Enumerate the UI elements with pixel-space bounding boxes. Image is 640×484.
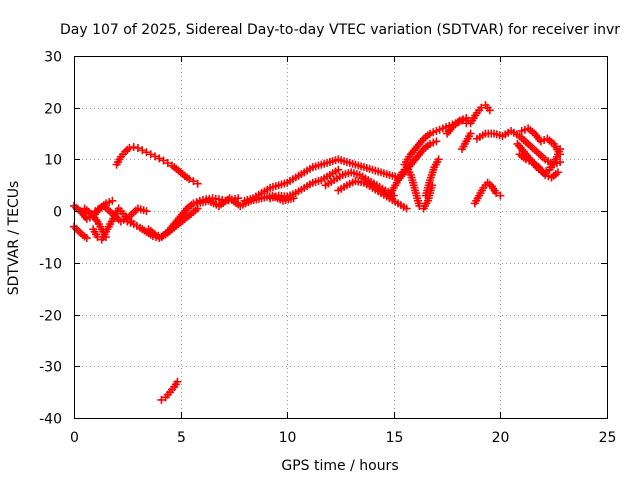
- x-tick-label: 20: [492, 430, 510, 446]
- x-axis-label: GPS time / hours: [281, 458, 398, 474]
- data-point: [82, 234, 91, 243]
- data-marks: [70, 101, 565, 404]
- data-point: [108, 196, 117, 205]
- x-tick-label: 15: [386, 430, 404, 446]
- x-tick-label: 25: [599, 430, 617, 446]
- axis-ticks: 0 5 10 15 20 25 -40 -30 -20 -10 0 10 20 30: [39, 50, 616, 447]
- y-tick-label: -30: [39, 360, 62, 376]
- y-tick-label: 30: [44, 50, 62, 66]
- data-point: [125, 144, 134, 153]
- y-tick-label: 0: [53, 205, 62, 221]
- x-tick-label: 5: [177, 430, 186, 446]
- y-tick-label: -20: [39, 309, 62, 325]
- x-tick-label: 0: [70, 430, 79, 446]
- data-point: [129, 143, 138, 152]
- data-point: [334, 165, 343, 174]
- data-point: [556, 150, 565, 159]
- y-tick-label: 10: [44, 153, 62, 169]
- data-point: [466, 129, 475, 138]
- data-point: [163, 159, 172, 168]
- y-tick-label: 20: [44, 102, 62, 118]
- data-point: [159, 156, 168, 165]
- data-point: [185, 175, 194, 184]
- y-tick-label: -10: [39, 257, 62, 273]
- data-point: [173, 377, 182, 386]
- y-tick-label: -40: [39, 412, 62, 428]
- data-point: [155, 154, 164, 163]
- data-point: [432, 137, 441, 146]
- data-point: [133, 144, 142, 153]
- data-point: [434, 155, 443, 164]
- data-point: [138, 146, 147, 155]
- data-point: [193, 179, 202, 188]
- data-point: [496, 191, 505, 200]
- data-point: [402, 204, 411, 213]
- data-point: [142, 207, 151, 216]
- x-tick-label: 10: [279, 430, 297, 446]
- plot-frame: [74, 56, 608, 419]
- data-point: [151, 152, 160, 161]
- data-point: [142, 148, 151, 157]
- data-point: [485, 106, 494, 115]
- data-point: [492, 189, 501, 198]
- data-point: [157, 395, 166, 404]
- y-axis-label: SDTVAR / TECUs: [6, 181, 22, 296]
- data-point: [146, 150, 155, 159]
- data-point: [189, 177, 198, 186]
- chart-title: Day 107 of 2025, Sidereal Day-to-day VTE…: [60, 22, 620, 38]
- data-point: [553, 168, 562, 177]
